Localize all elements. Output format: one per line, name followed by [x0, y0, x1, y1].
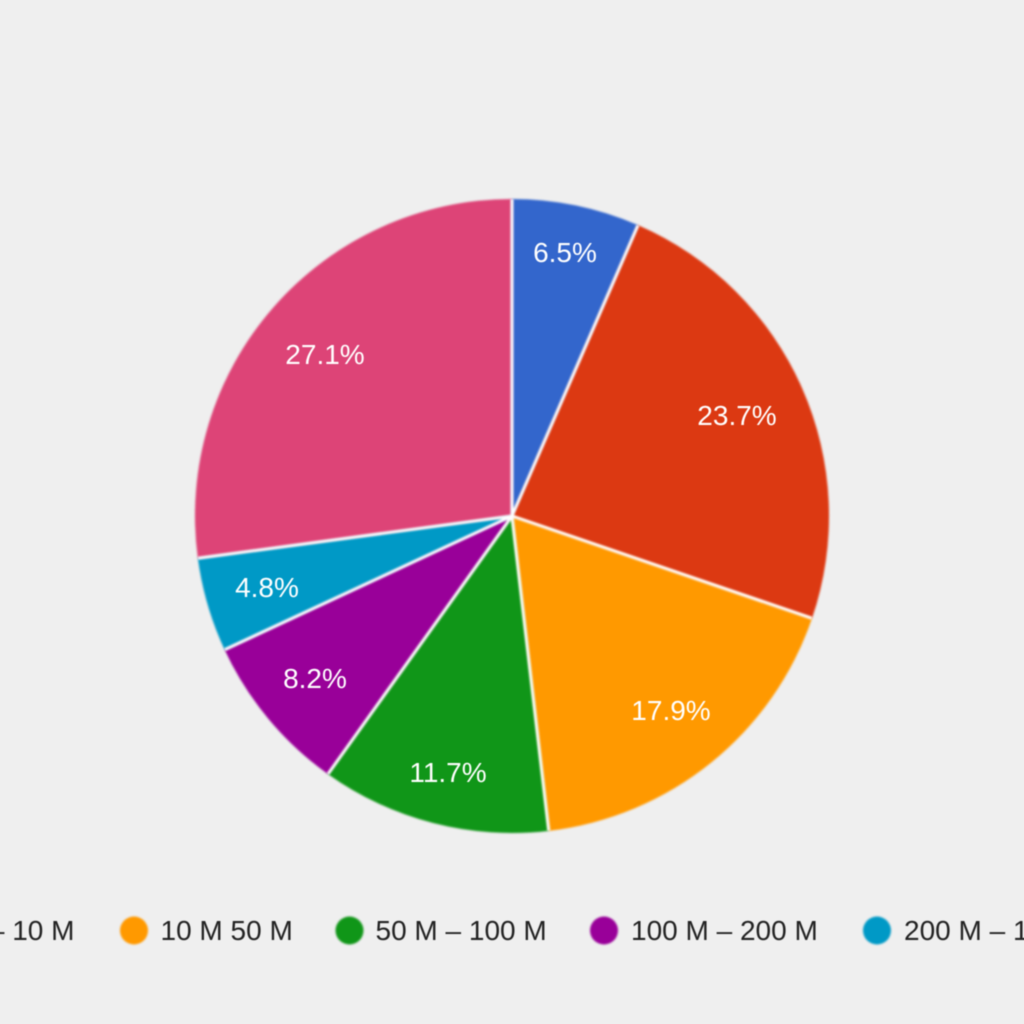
svg-text:23.7%: 23.7%: [697, 400, 776, 431]
svg-text:11.7%: 11.7%: [409, 757, 486, 788]
svg-text:1 M – 10 M: 1 M – 10 M: [0, 915, 74, 946]
svg-text:100 M – 200 M: 100 M – 200 M: [631, 915, 818, 946]
svg-text:27.1%: 27.1%: [285, 339, 364, 370]
svg-text:10 M 50 M: 10 M 50 M: [161, 915, 293, 946]
svg-text:200 M – 1 B: 200 M – 1 B: [904, 915, 1024, 946]
svg-text:6.5%: 6.5%: [533, 237, 597, 268]
svg-text:8.2%: 8.2%: [283, 663, 347, 694]
svg-text:17.9%: 17.9%: [631, 695, 710, 726]
svg-text:50 M – 100 M: 50 M – 100 M: [376, 915, 547, 946]
svg-text:4.8%: 4.8%: [235, 572, 299, 603]
